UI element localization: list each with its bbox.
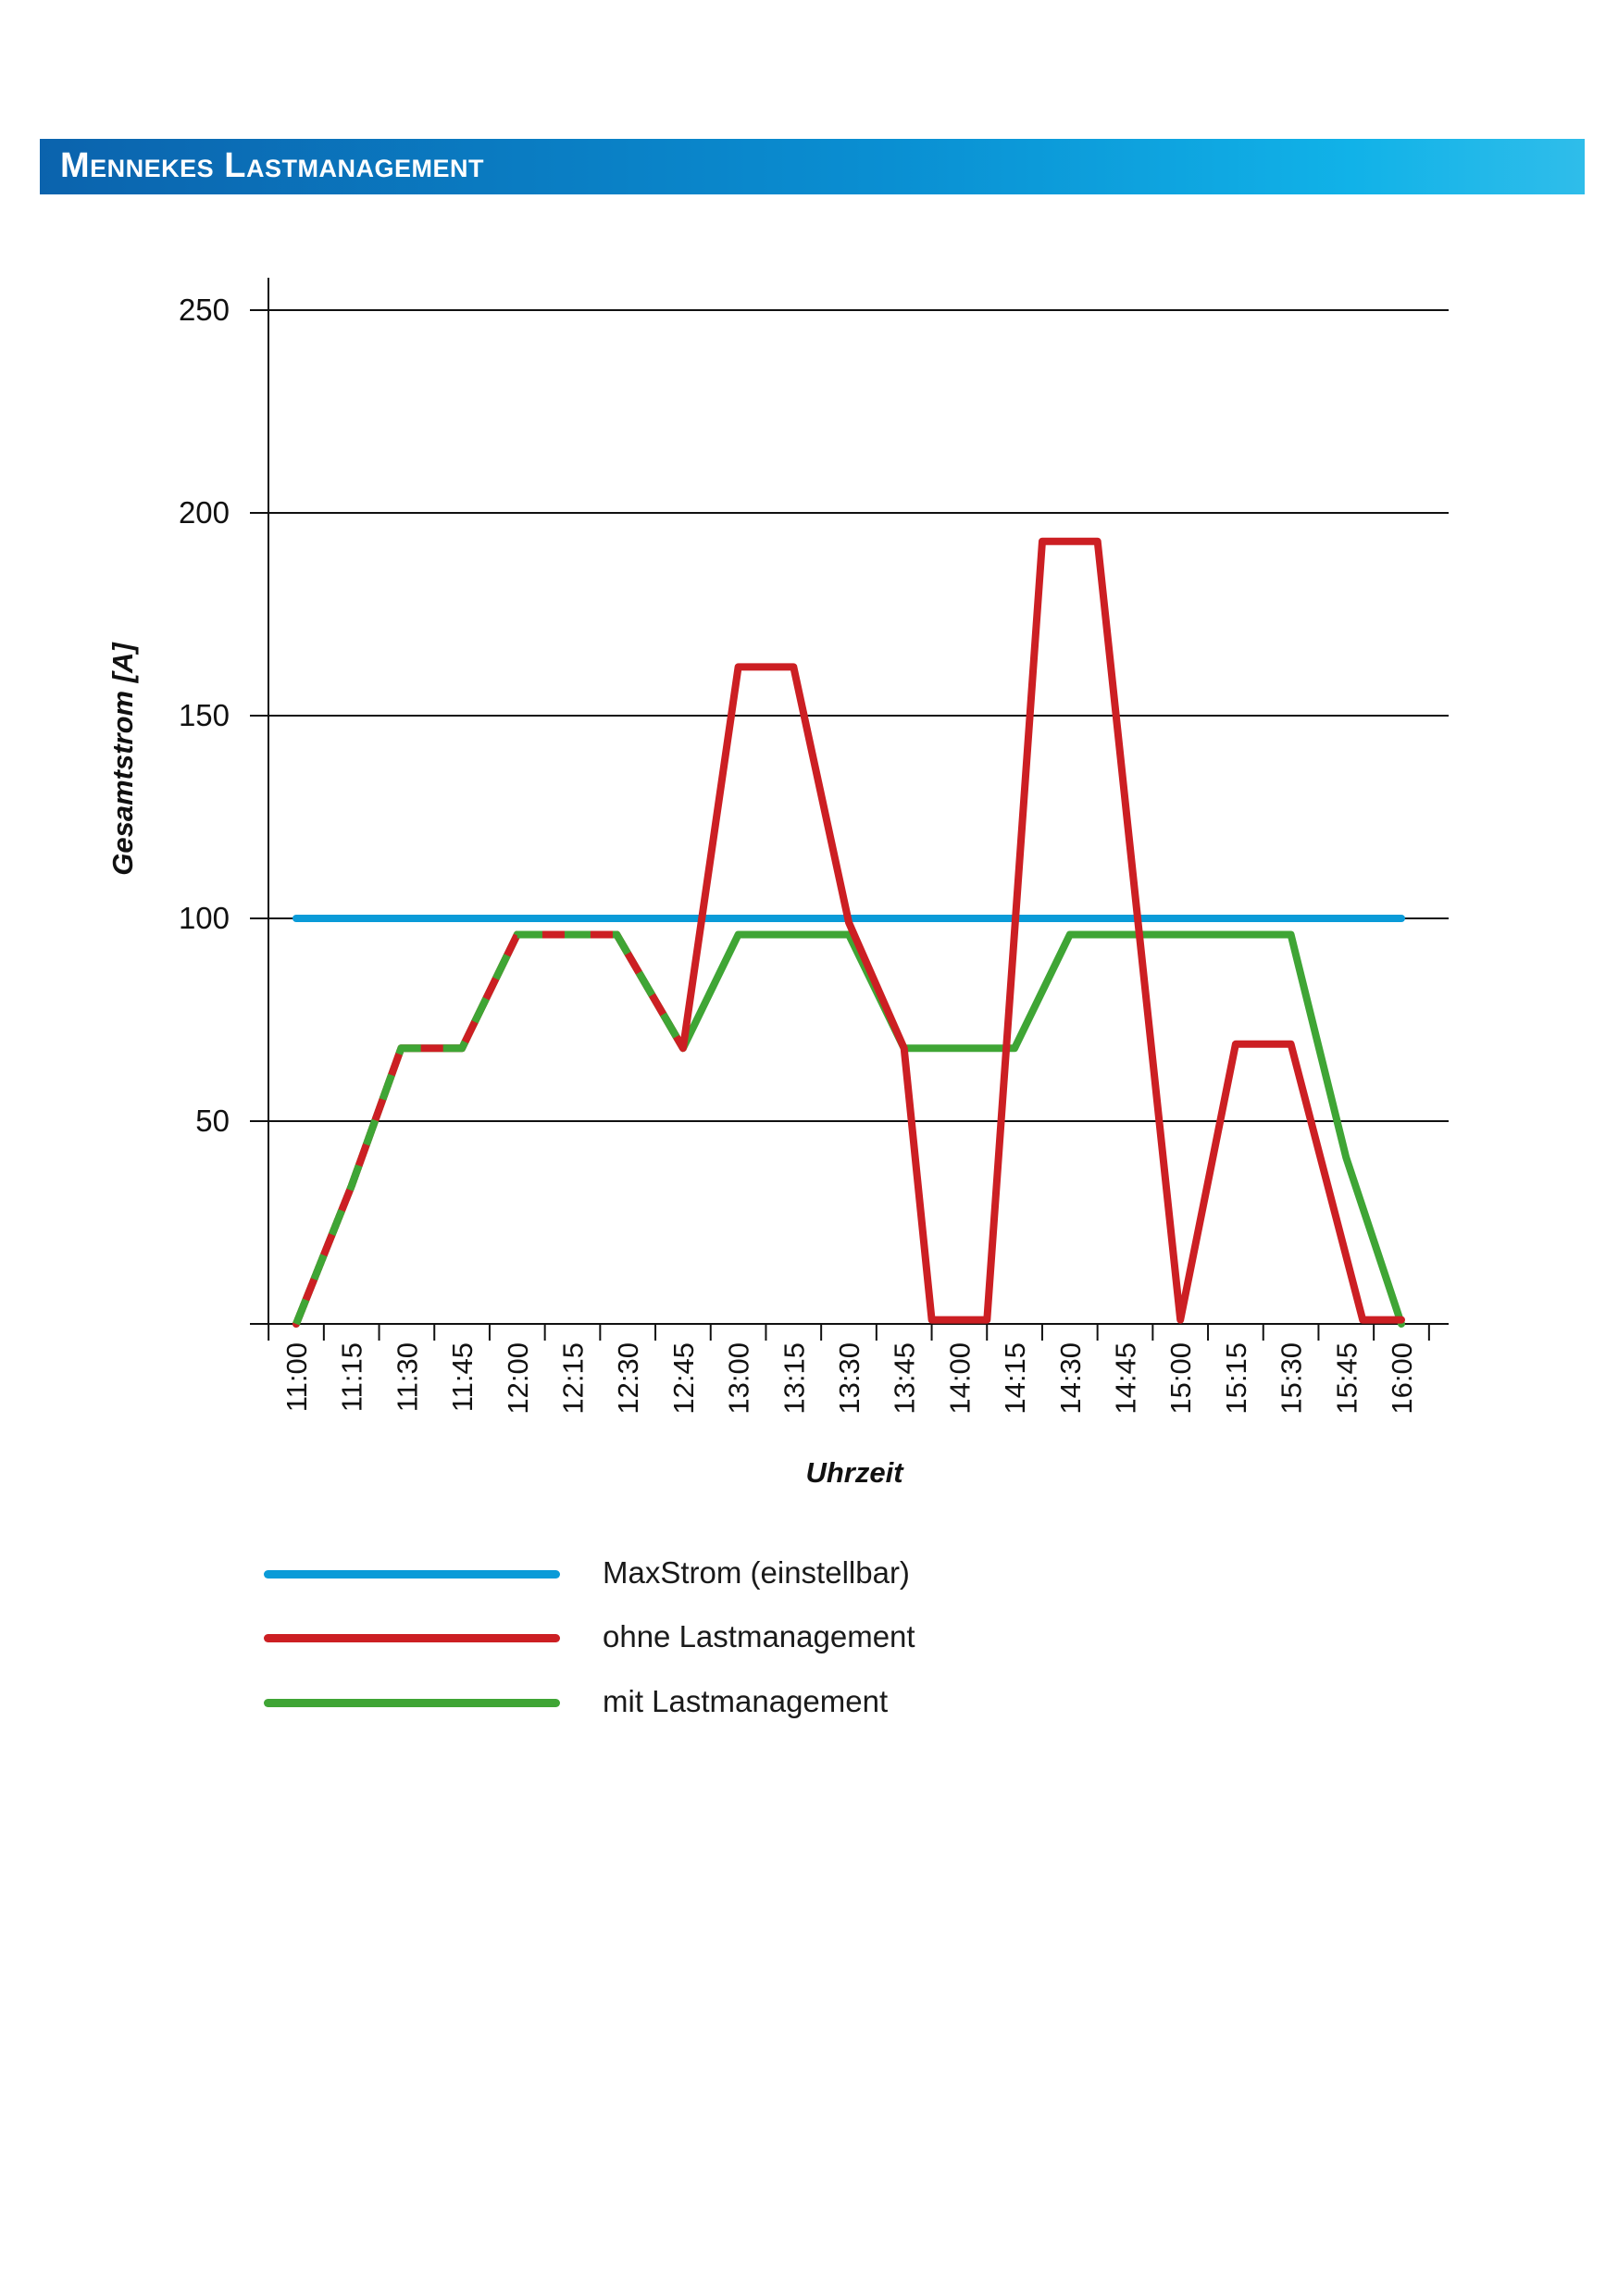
x-tick-label: 14:15 <box>999 1342 1031 1415</box>
x-tick-label: 13:15 <box>778 1342 810 1415</box>
x-tick-label: 15:45 <box>1330 1342 1363 1415</box>
y-axis-label: Gesamtstrom [A] <box>106 642 139 876</box>
x-tick-label: 11:45 <box>446 1342 479 1412</box>
line-chart: 50 100 150 200 250 11:00 11:15 11:30 11:45 12:00 1… <box>106 278 1449 1489</box>
grid-lines <box>250 309 1449 1122</box>
legend-item-ohne: ohne Lastmanagement <box>264 1619 1097 1656</box>
chart-axes <box>250 278 1449 1341</box>
x-tick-label: 14:00 <box>943 1342 976 1415</box>
x-tick-label: 11:15 <box>336 1342 368 1412</box>
x-tick-label: 15:00 <box>1164 1342 1197 1415</box>
x-tick-label: 14:30 <box>1054 1342 1087 1415</box>
title-bar: Mennekes Lastmanagement <box>40 139 1585 194</box>
x-tick-label: 13:30 <box>833 1342 865 1415</box>
x-tick-label: 13:00 <box>723 1342 755 1415</box>
legend-swatch-mit <box>264 1699 560 1707</box>
series-lines <box>292 537 1405 1328</box>
x-tick-label: 12:15 <box>557 1342 590 1415</box>
y-tick-label: 150 <box>179 698 230 732</box>
legend-label-mit: mit Lastmanagement <box>603 1684 889 1718</box>
x-tick-label: 11:30 <box>391 1342 423 1412</box>
tick-labels: 50 100 150 200 250 11:00 11:15 11:30 11:45 12:00 1… <box>179 293 1418 1415</box>
page-title: Mennekes Lastmanagement <box>60 146 484 185</box>
x-tick-label: 16:00 <box>1386 1342 1418 1415</box>
x-tick-label: 15:15 <box>1220 1342 1252 1415</box>
series-line-mit-lastmanagement <box>292 930 1405 1328</box>
legend-label-maxstrom: MaxStrom (einstellbar) <box>603 1555 910 1590</box>
x-tick-label: 12:45 <box>667 1342 700 1415</box>
x-axis-label: Uhrzeit <box>805 1456 904 1489</box>
legend-swatch-ohne <box>264 1634 560 1642</box>
legend-item-maxstrom: MaxStrom (einstellbar) <box>264 1555 1097 1592</box>
y-tick-label: 100 <box>179 901 230 935</box>
x-tick-label: 13:45 <box>889 1342 921 1415</box>
legend-label-ohne: ohne Lastmanagement <box>603 1619 915 1653</box>
x-tick-label: 12:30 <box>612 1342 644 1415</box>
y-tick-label: 200 <box>179 495 230 530</box>
x-tick-label: 15:30 <box>1276 1342 1308 1415</box>
legend-swatch-maxstrom <box>264 1570 560 1578</box>
y-tick-label: 50 <box>195 1104 230 1138</box>
x-tick-label: 11:00 <box>280 1342 313 1412</box>
chart-legend: MaxStrom (einstellbar) ohne Lastmanageme… <box>264 1555 1097 1741</box>
x-tick-label: 12:00 <box>502 1342 534 1415</box>
legend-item-mit: mit Lastmanagement <box>264 1684 1097 1721</box>
y-tick-label: 250 <box>179 293 230 327</box>
x-tick-label: 14:45 <box>1110 1342 1142 1415</box>
